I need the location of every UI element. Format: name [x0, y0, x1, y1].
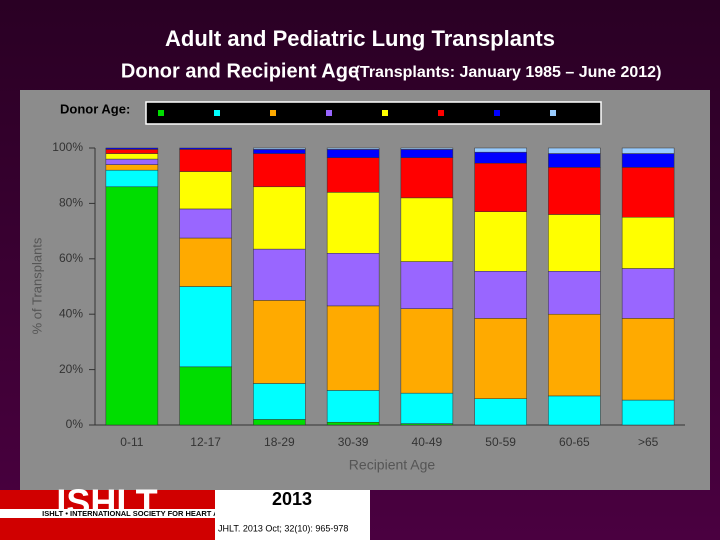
x-tick-label: 0-11 [120, 435, 143, 449]
bar-segment [179, 147, 232, 150]
chart-subtitle: Donor and Recipient Age [121, 60, 359, 82]
bar-segment [253, 153, 306, 188]
bar-segment [253, 419, 306, 426]
bar-segment [474, 151, 527, 164]
bar-segment [253, 149, 306, 154]
bar-segment [474, 162, 527, 212]
x-tick-label: 60-65 [559, 435, 590, 449]
y-axis-label: % of Transplants [29, 237, 44, 334]
legend-swatch [326, 110, 332, 116]
citation-box [215, 490, 370, 540]
bar-segment [326, 253, 380, 307]
society-name: ISHLT • INTERNATIONAL SOCIETY FOR HEART … [42, 509, 328, 518]
bar-segment [326, 149, 380, 158]
bar-segment [105, 186, 159, 426]
bar-segment [326, 157, 380, 193]
bar-segment [400, 197, 454, 262]
y-tick-label: 0% [66, 417, 84, 431]
bar-segment [474, 147, 527, 153]
y-tick-label: 80% [59, 196, 83, 210]
bar-segment [621, 399, 675, 426]
bar-segment [474, 398, 527, 426]
bar-segment [253, 300, 306, 384]
bar-segment [105, 169, 159, 188]
x-tick-label: >65 [638, 435, 659, 449]
y-tick-label: 60% [59, 251, 83, 265]
bar-segment [621, 217, 675, 269]
bar-segment [105, 158, 159, 165]
y-tick-label: 20% [59, 362, 83, 376]
x-tick-label: 18-29 [264, 435, 295, 449]
bar-segment [179, 208, 232, 239]
bar-segment [105, 149, 159, 154]
bar-segment [105, 147, 159, 150]
bar-segment [621, 318, 675, 401]
x-tick-label: 30-39 [338, 435, 369, 449]
bar-segment [474, 318, 527, 399]
y-tick-label: 40% [59, 306, 83, 320]
x-tick-label: 12-17 [190, 435, 221, 449]
bar-segment [548, 214, 601, 272]
x-tick-label: 40-49 [412, 435, 443, 449]
legend-swatch [270, 110, 276, 116]
bar-segment [621, 153, 675, 168]
bar-segment [326, 192, 380, 254]
legend [145, 101, 602, 125]
bar-segment [548, 153, 601, 168]
bar-segment [548, 271, 601, 315]
bar-segment [253, 147, 306, 150]
bar-segment [548, 313, 601, 397]
legend-title: Donor Age: [60, 101, 130, 116]
legend-swatch [438, 110, 444, 116]
bar-segment [179, 171, 232, 210]
bar-segment [400, 392, 454, 424]
bar-segment [400, 308, 454, 394]
bar-segment [326, 305, 380, 391]
bar-segment [326, 421, 380, 426]
bar-segment [179, 237, 232, 287]
society-band [0, 509, 370, 518]
bar-segment [179, 366, 232, 426]
legend-swatch [550, 110, 556, 116]
bar-segment [400, 149, 454, 158]
chart-subtitle-note: (Transplants: January 1985 – June 2012) [355, 64, 662, 81]
chart-title: Adult and Pediatric Lung Transplants [165, 26, 555, 51]
bar-segment [548, 395, 601, 426]
x-axis-label: Recipient Age [349, 457, 436, 473]
bar-segment [253, 248, 306, 301]
legend-swatch [382, 110, 388, 116]
x-tick-label: 50-59 [485, 435, 516, 449]
legend-swatch [214, 110, 220, 116]
bar-segment [621, 268, 675, 319]
bar-segment [179, 286, 232, 368]
bar-segment [326, 390, 380, 423]
bar-segment [621, 147, 675, 154]
bar-segment [400, 147, 454, 150]
bar-segment [548, 147, 601, 154]
bar-segment [253, 186, 306, 250]
bar-segment [326, 147, 380, 150]
legend-swatch [494, 110, 500, 116]
y-tick-label: 100% [52, 140, 83, 154]
bar-segment [400, 157, 454, 199]
legend-swatch [158, 110, 164, 116]
bar-segment [400, 261, 454, 309]
bar-segment [105, 153, 159, 160]
bar-segment [105, 164, 159, 171]
bar-segment [253, 383, 306, 420]
bar-segment [548, 167, 601, 215]
year: 2013 [272, 489, 312, 509]
bar-segment [179, 149, 232, 172]
citation: JHLT. 2013 Oct; 32(10): 965-978 [218, 523, 348, 533]
bar-segment [474, 271, 527, 319]
bar-segment [621, 167, 675, 218]
bar-segment [474, 211, 527, 272]
